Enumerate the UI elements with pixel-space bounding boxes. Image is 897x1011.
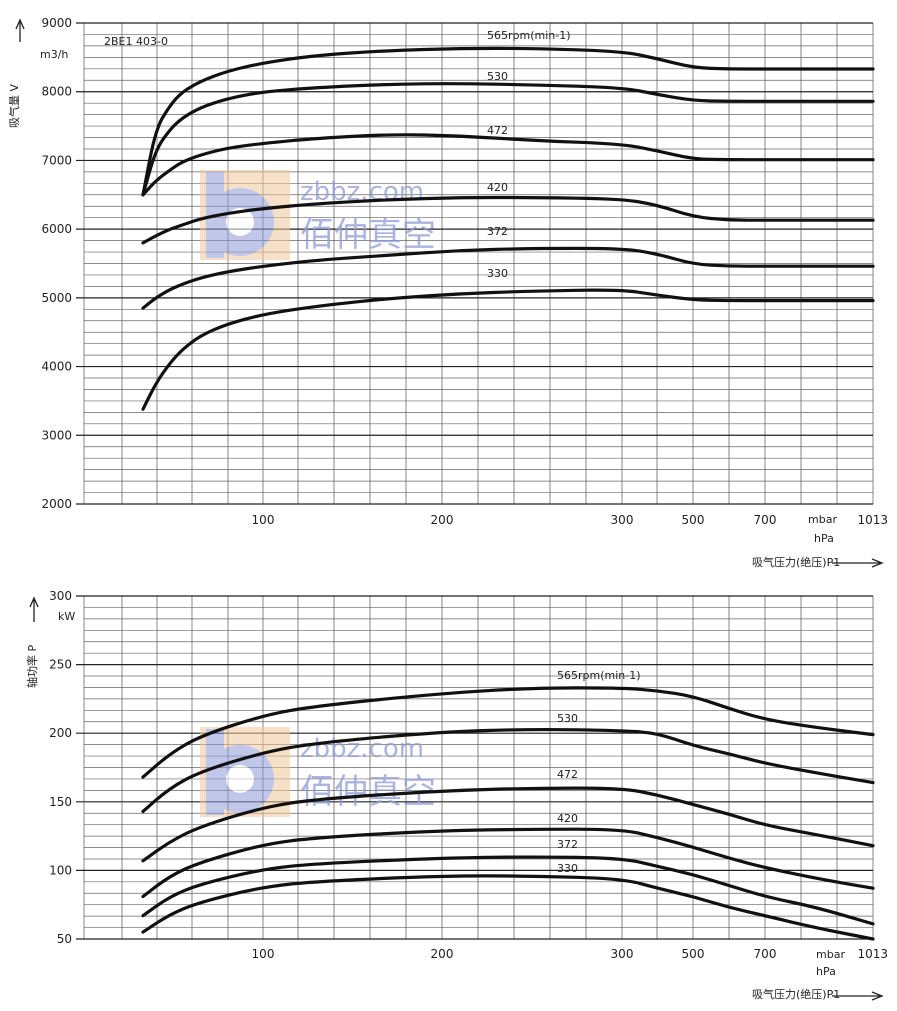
bottom-y-arrow-icon [29,596,39,622]
top-series-label-3: 420 [487,181,508,194]
top-y-unit: m3/h [40,48,68,61]
bottom-y-tick-label: 200 [49,726,72,740]
top-y-tick-label: 3000 [41,428,72,442]
top-series-label-5: 330 [487,267,508,280]
bottom-y-label: 轴功率 P [25,645,39,688]
bottom-x-label: 吸气压力(绝压)P1 [752,987,840,1001]
bottom-series-line-1 [141,727,875,813]
watermark-logo-top [200,170,290,260]
bottom-y-unit: kW [58,610,75,623]
bottom-y-tick-label: 150 [49,795,72,809]
top-x-unit-mbar: mbar [808,513,837,526]
bottom-x-tick-label: 1013 [857,947,888,961]
top-series-line-0 [141,46,875,197]
watermark-cn-top: 佰仲真空 [300,215,436,255]
top-y-tick-label: 5000 [41,291,72,305]
bottom-series-label-4: 372 [557,838,578,851]
top-x-tick-label: 200 [431,513,454,527]
bottom-chart-series: 565rpm(min-1) 530 472 420 372 330 [141,669,875,941]
bottom-series-label-0: 565rpm(min-1) [557,669,641,682]
bottom-series-label-1: 530 [557,712,578,725]
top-y-tick-label: 9000 [41,16,72,30]
top-x-unit-hpa: hPa [814,532,834,545]
top-x-label: 吸气压力(绝压)P1 [752,555,840,569]
bottom-x-tick-label: 500 [682,947,705,961]
top-x-tick-label: 100 [252,513,275,527]
bottom-y-tick-label: 100 [49,863,72,877]
top-series-line-5 [141,288,875,411]
top-y-tick-label: 2000 [41,497,72,511]
top-x-tick-label: 700 [754,513,777,527]
bottom-chart-grid: 50 100 150 200 250 300 100 200 300 500 700 1013 [49,589,888,961]
bottom-x-unit-hpa: hPa [816,965,836,978]
bottom-x-tick-label: 700 [754,947,777,961]
top-series-line-2 [141,133,875,197]
top-chart-series: 565rpm(min-1) 530 472 420 372 330 [141,29,875,411]
top-x-tick-label: 300 [611,513,634,527]
top-y-tick-label: 4000 [41,360,72,374]
top-series-line-4 [141,246,875,310]
bottom-series-line-3 [141,827,875,899]
bottom-series-label-5: 330 [557,862,578,875]
bottom-y-tick-label: 50 [57,932,72,946]
top-series-label-1: 530 [487,70,508,83]
top-series-label-4: 372 [487,225,508,238]
watermark-logo-bottom [200,727,290,817]
bottom-series-line-4 [141,855,875,926]
bottom-series-label-3: 420 [557,812,578,825]
top-y-tick-label: 8000 [41,85,72,99]
bottom-series-line-0 [141,686,875,779]
model-title: 2BE1 403-0 [104,35,168,48]
bottom-x-tick-label: 200 [431,947,454,961]
top-x-arrow-icon [832,558,884,568]
bottom-series-line-5 [141,874,875,941]
bottom-series-line-2 [141,786,875,863]
bottom-x-unit-mbar: mbar [816,948,845,961]
top-series-label-0: 565rpm(min-1) [487,29,571,42]
top-x-tick-label: 500 [682,513,705,527]
bottom-series-label-2: 472 [557,768,578,781]
top-series-line-3 [141,195,875,245]
top-x-tick-label: 1013 [857,513,888,527]
top-chart-grid: 2000 3000 4000 5000 6000 7000 8000 9000 100 200 30… [41,16,888,527]
top-y-tick-label: 7000 [41,153,72,167]
top-y-label: 吸气量 V [7,84,21,128]
bottom-x-tick-label: 100 [252,947,275,961]
top-series-line-1 [141,82,875,197]
bottom-x-tick-label: 300 [611,947,634,961]
bottom-y-tick-label: 250 [49,658,72,672]
top-series-label-2: 472 [487,124,508,137]
top-y-tick-label: 6000 [41,222,72,236]
top-y-arrow-icon [15,18,25,42]
bottom-x-arrow-icon [832,991,884,1001]
bottom-y-tick-label: 300 [49,589,72,603]
